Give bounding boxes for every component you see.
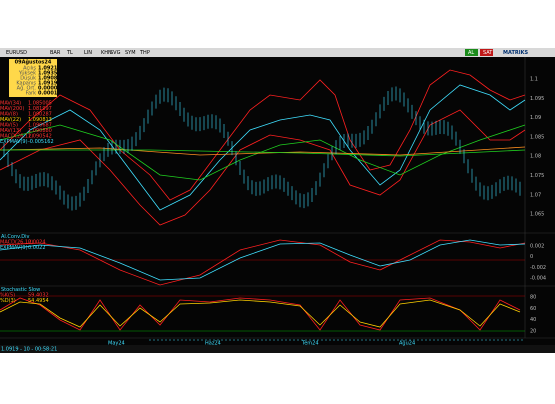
panel-title: Al.Conv.Div <box>1 234 30 240</box>
buy-label[interactable]: AL <box>468 50 474 56</box>
legend-label: EXPMAV(9) <box>0 245 28 251</box>
chart-window <box>0 48 555 353</box>
axis-label: 80 <box>530 295 536 301</box>
legend-value: 1.090687 <box>28 123 52 129</box>
legend-value: 0.0024 <box>28 240 46 246</box>
axis-label: 1.07 <box>530 192 541 198</box>
legend-label: %D(3) <box>0 298 16 304</box>
legend-label: MAV(22) <box>0 117 21 123</box>
toolbar-button[interactable]: LIN <box>84 50 92 56</box>
legend-value: 54.4954 <box>28 298 49 304</box>
legend-label: MAV(200) <box>0 106 24 112</box>
legend-value: 1.081997 <box>28 106 52 112</box>
legend-label: MACD(26,12) <box>0 134 33 140</box>
legend-label: EXPMAV(9) <box>0 139 28 145</box>
legend-value: 1.085005 <box>28 101 52 107</box>
tooltip-label: Düşük <box>20 76 36 82</box>
status-text: 1.0919 - 10 - 00:58:21 <box>1 347 57 353</box>
tooltip-label: Açılış <box>23 66 36 72</box>
price-bars <box>3 86 521 211</box>
toolbar-button[interactable]: SVG <box>110 50 121 56</box>
axis-label: 1.1 <box>530 77 538 83</box>
tooltip-value: 1.0908 <box>38 76 58 82</box>
legend-label: %K(5) <box>0 293 15 299</box>
legend-label: MAV(8) <box>0 112 18 118</box>
axis-label: 1.095 <box>530 96 544 102</box>
legend-value: -0.005162 <box>28 139 54 145</box>
axis-label: -0.004 <box>530 276 546 282</box>
legend-value: 1.090880 <box>28 128 52 134</box>
tooltip <box>9 59 57 97</box>
legend-value: 0.0022 <box>28 245 46 251</box>
axis-label: 60 <box>530 306 536 312</box>
legend-value: 59.4032 <box>28 293 49 299</box>
sell-label[interactable]: SAT <box>483 50 493 56</box>
axis-label: 1.065 <box>530 212 544 218</box>
brand: MATRIKS <box>503 50 528 56</box>
status-bar <box>0 345 555 353</box>
axis-label: 1.075 <box>530 173 544 179</box>
axis-label: 0 <box>530 254 533 260</box>
panel-title: Stochastic Slow <box>1 287 40 293</box>
tooltip-value: 1.0935 <box>38 71 58 77</box>
date-label: May24 <box>108 341 125 347</box>
legend-label: MAV(13) <box>0 128 21 134</box>
legend-label: MACD(26,12) <box>0 240 33 246</box>
tooltip-date: 09Ağustos24 <box>15 60 52 66</box>
tooltip-label: Fark <box>26 91 37 97</box>
buy-button <box>465 49 478 56</box>
symbol: EURUSD <box>6 50 27 56</box>
legend-label: MAV(5) <box>0 123 18 129</box>
tooltip-value: 1.0919 <box>38 81 58 87</box>
toolbar-button[interactable]: SYM <box>125 50 136 56</box>
stoch-lines <box>0 297 521 331</box>
tooltip-label: Yüksek <box>18 71 36 77</box>
legend-label: MAV(34) <box>0 101 21 107</box>
axis-label: 1.085 <box>530 134 544 140</box>
legend-value: 1.090542 <box>28 134 52 140</box>
panel-borders <box>0 57 555 339</box>
axis-label: -0.002 <box>530 265 546 271</box>
price-lines <box>0 69 526 226</box>
tooltip-value: 1.0921 <box>38 66 58 72</box>
macd-lines <box>0 239 526 286</box>
tooltip-label: Kapanış <box>16 81 36 87</box>
axis-label: 20 <box>530 328 536 334</box>
date-label: Haz24 <box>205 341 221 347</box>
tooltip-value: 0.0001 <box>38 91 58 97</box>
axis-label: 0.002 <box>530 244 544 250</box>
toolbar <box>0 48 555 57</box>
axis-label: 1.09 <box>530 115 541 121</box>
tooltip-label: Ağ. Ort. <box>17 85 37 92</box>
tooltip-value: 0.0000 <box>38 86 58 92</box>
axis-label: 1.08 <box>530 154 541 160</box>
toolbar-button[interactable]: TL <box>66 50 73 56</box>
axis-label: 40 <box>530 317 536 323</box>
toolbar-button[interactable]: THP <box>139 50 150 56</box>
date-label: Tem24 <box>301 341 319 347</box>
date-label: Ağu24 <box>399 340 415 347</box>
sell-button <box>480 49 493 56</box>
legend-value: 1.090287 <box>28 112 52 118</box>
toolbar-button[interactable]: BAR <box>50 50 61 56</box>
toolbar-button[interactable]: KHN <box>101 50 112 56</box>
legend-value: 1.090813 <box>28 117 52 123</box>
